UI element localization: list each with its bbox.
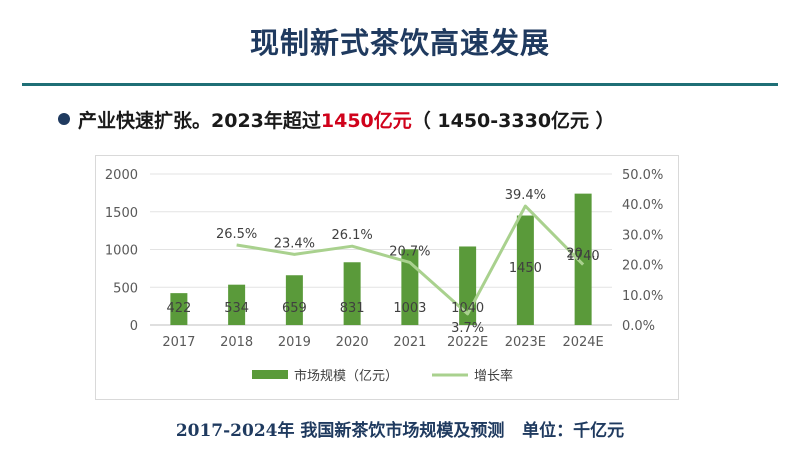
- headline-prefix: 产业快速扩张。2023年超过: [78, 110, 321, 132]
- bar-data-label: 422: [166, 301, 191, 316]
- legend-bar-swatch: [252, 370, 288, 379]
- page-title: 现制新式茶饮高速发展: [249, 26, 550, 60]
- bar-data-label: 534: [224, 301, 249, 316]
- x-tick-label: 2021: [393, 335, 426, 350]
- y-right-tick-label: 0.0%: [622, 319, 655, 334]
- bar-data-label: 1003: [393, 301, 426, 316]
- x-tick-label: 2022E: [447, 335, 488, 350]
- y-left-tick-label: 1000: [105, 244, 138, 259]
- legend-bar-label: 市场规模（亿元）: [294, 368, 398, 384]
- growth-rate-line: [236, 204, 585, 316]
- y-right-tick-label: 10.0%: [622, 289, 663, 304]
- x-tick-label: 2020: [336, 335, 369, 350]
- line-data-label: 23.4%: [274, 236, 315, 251]
- y-right-tick-label: 30.0%: [622, 228, 663, 243]
- line-data-label: 20.…: [566, 247, 600, 262]
- bar-data-label: 1740: [567, 249, 600, 264]
- bar: [516, 215, 534, 325]
- chart-caption: 2017-2024年 我国新茶饮市场规模及预测 单位：千亿元: [175, 421, 625, 441]
- x-tick-label: 2023E: [505, 335, 546, 350]
- x-tick-label: 2024E: [562, 335, 603, 350]
- bar: [343, 262, 361, 325]
- headline-highlight: 1450亿元: [320, 110, 412, 132]
- line-data-label: 3.7%: [451, 321, 484, 336]
- bar: [170, 293, 188, 325]
- x-tick-label: 2017: [162, 335, 195, 350]
- x-tick-label: 2018: [220, 335, 253, 350]
- bullet-icon: [58, 113, 70, 125]
- y-left-tick-label: 0: [130, 319, 138, 334]
- y-left-tick-label: 500: [113, 281, 138, 296]
- bar: [285, 275, 303, 325]
- line-data-label: 20.7%: [389, 244, 430, 259]
- x-tick-label: 2019: [278, 335, 311, 350]
- y-left-tick-label: 2000: [105, 168, 138, 183]
- bar-data-label: 1040: [451, 301, 484, 316]
- line-data-label: 26.5%: [216, 227, 257, 242]
- line-data-label: 39.4%: [505, 188, 546, 203]
- bar-data-label: 1450: [509, 261, 542, 276]
- line-data-label: 26.1%: [331, 228, 372, 243]
- y-right-tick-label: 20.0%: [622, 259, 663, 274]
- bar: [228, 284, 246, 325]
- headline-suffix: （ 1450-3330亿元 ）: [411, 110, 615, 132]
- bar-data-label: 831: [340, 301, 365, 316]
- y-right-tick-label: 50.0%: [622, 168, 663, 183]
- title-divider: [22, 83, 778, 86]
- y-left-tick-label: 1500: [105, 206, 138, 221]
- headline: 产业快速扩张。2023年超过1450亿元（ 1450-3330亿元 ）: [58, 106, 615, 133]
- legend-line-label: 增长率: [474, 368, 513, 384]
- y-right-tick-label: 40.0%: [622, 198, 663, 213]
- bar: [574, 193, 592, 325]
- bar-data-label: 659: [282, 301, 307, 316]
